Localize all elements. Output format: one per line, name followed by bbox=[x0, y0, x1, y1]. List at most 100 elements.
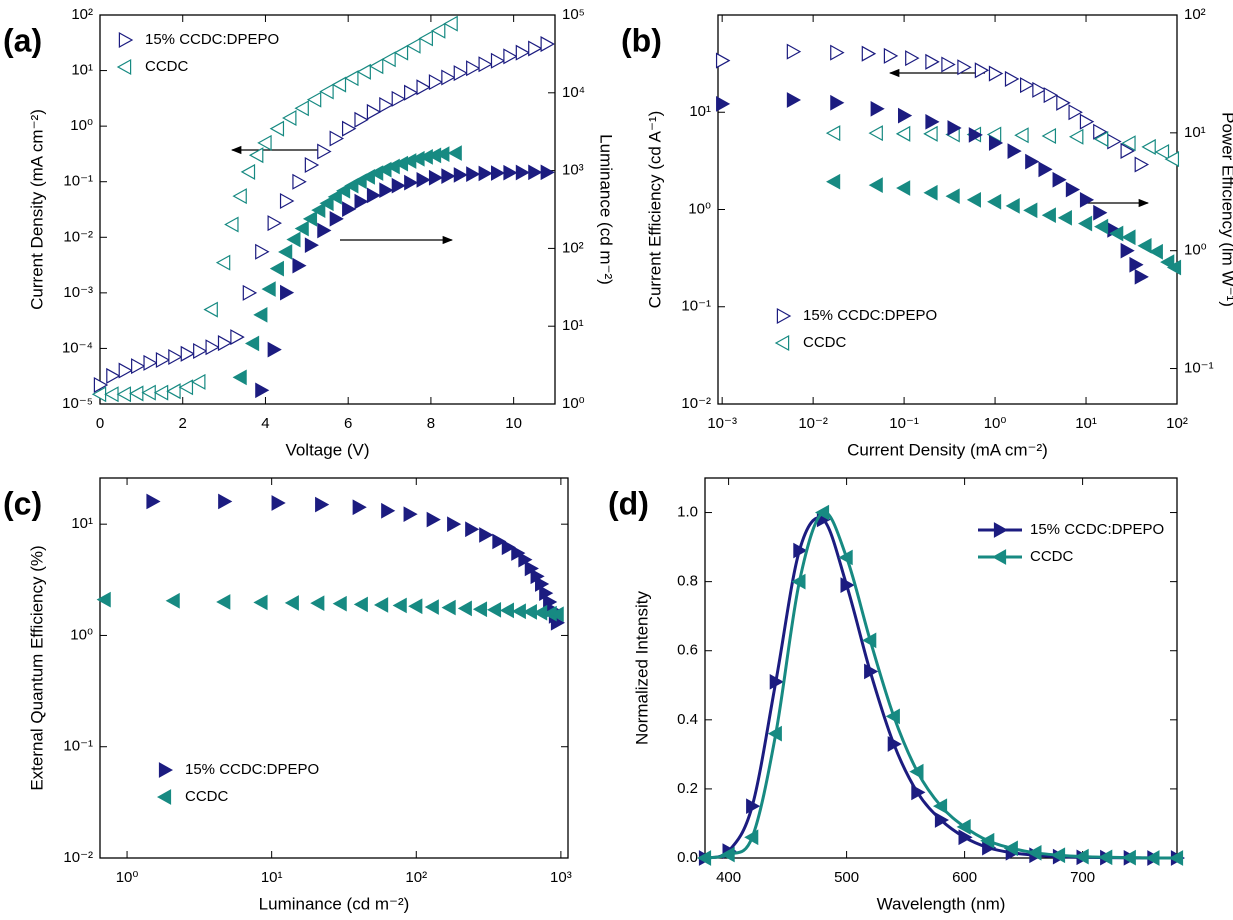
x-tick-label: 10¹ bbox=[261, 869, 283, 886]
marker bbox=[104, 386, 119, 403]
panel: (b) 10⁻³ 10⁻² 10⁻¹ 10⁰ 10¹ 10² 10⁻² 10⁻¹ 10⁰ 10¹ 10… bbox=[621, 6, 1233, 460]
x-tick-label: 0 bbox=[96, 415, 104, 432]
y-tick-label: 10⁻¹ bbox=[63, 173, 93, 190]
marker bbox=[418, 30, 433, 47]
legend-label: 15% CCDC:DPEPO bbox=[185, 761, 319, 778]
marker bbox=[941, 56, 956, 73]
plot-frame bbox=[99, 477, 569, 859]
marker bbox=[540, 164, 555, 181]
marker bbox=[447, 516, 462, 533]
y-tick-label: 0.8 bbox=[677, 573, 698, 590]
y2-tick-label: 10¹ bbox=[1184, 124, 1206, 141]
marker bbox=[342, 201, 357, 217]
marker bbox=[1056, 94, 1071, 111]
marker bbox=[404, 84, 419, 101]
marker bbox=[232, 188, 247, 205]
y-tick-label: 10⁻⁴ bbox=[62, 339, 93, 356]
marker bbox=[791, 573, 806, 590]
y-tick-label: 10¹ bbox=[71, 515, 93, 532]
panel: (c) 10⁰ 10¹ 10² 10³ 10⁻² 10⁻¹ 10⁰ 10¹ Luminance (… bbox=[3, 477, 572, 913]
marker bbox=[945, 188, 960, 205]
marker bbox=[366, 187, 382, 204]
marker bbox=[466, 60, 481, 77]
y2-tick-label: 10³ bbox=[562, 162, 584, 179]
marker bbox=[284, 595, 299, 611]
plot-frame bbox=[99, 14, 556, 405]
marker bbox=[1020, 77, 1035, 94]
marker bbox=[294, 220, 309, 237]
marker bbox=[426, 511, 441, 528]
marker bbox=[958, 829, 973, 846]
x-tick-label: 10 bbox=[505, 415, 522, 432]
marker bbox=[515, 44, 531, 61]
marker bbox=[453, 65, 469, 82]
marker bbox=[786, 92, 801, 108]
marker bbox=[868, 125, 883, 142]
marker bbox=[1043, 87, 1059, 104]
y-tick-label: 10² bbox=[71, 6, 93, 23]
marker bbox=[166, 383, 181, 400]
marker bbox=[1145, 850, 1160, 866]
marker bbox=[1038, 161, 1053, 178]
marker bbox=[1109, 225, 1124, 242]
marker bbox=[224, 216, 239, 233]
marker bbox=[769, 673, 784, 690]
marker bbox=[1098, 849, 1113, 866]
legend-marker bbox=[991, 549, 1007, 565]
x-tick-label: 10⁻³ bbox=[707, 415, 737, 432]
marker bbox=[895, 125, 911, 142]
marker bbox=[980, 832, 995, 849]
marker bbox=[1134, 268, 1149, 285]
marker bbox=[826, 173, 841, 190]
marker bbox=[1134, 156, 1150, 173]
marker bbox=[746, 798, 761, 815]
y-tick-label: 0.4 bbox=[677, 711, 698, 728]
marker bbox=[453, 167, 468, 183]
marker bbox=[354, 111, 369, 128]
marker bbox=[1041, 127, 1057, 145]
marker bbox=[786, 43, 802, 60]
marker bbox=[1052, 171, 1067, 188]
marker bbox=[1041, 207, 1056, 224]
marker bbox=[932, 798, 948, 815]
marker bbox=[923, 184, 938, 201]
marker bbox=[905, 50, 920, 67]
marker bbox=[1141, 138, 1156, 155]
y-axis-label: External Quantum Efficiency (%) bbox=[27, 545, 46, 790]
marker bbox=[352, 499, 367, 516]
marker bbox=[696, 850, 712, 866]
marker bbox=[271, 495, 286, 511]
marker bbox=[393, 44, 409, 61]
marker bbox=[511, 603, 526, 620]
marker bbox=[814, 504, 830, 521]
marker bbox=[1154, 143, 1170, 161]
marker bbox=[240, 163, 256, 180]
marker bbox=[374, 597, 389, 613]
x-tick-label: 10² bbox=[1166, 415, 1188, 432]
marker bbox=[511, 545, 526, 561]
marker bbox=[404, 174, 419, 191]
x-tick-label: 10⁰ bbox=[116, 869, 139, 886]
x-tick-label: 8 bbox=[427, 415, 435, 432]
marker bbox=[242, 284, 258, 301]
marker bbox=[1093, 204, 1108, 221]
marker bbox=[1129, 256, 1144, 273]
marker bbox=[278, 244, 293, 260]
marker bbox=[793, 542, 808, 559]
marker bbox=[443, 15, 458, 32]
x-tick-label: 700 bbox=[1070, 869, 1095, 886]
marker bbox=[957, 59, 972, 76]
marker bbox=[165, 592, 180, 609]
marker bbox=[883, 47, 899, 64]
y2-tick-label: 10² bbox=[562, 239, 584, 256]
marker bbox=[503, 164, 518, 181]
marker bbox=[368, 58, 384, 75]
x-tick-label: 10² bbox=[405, 869, 427, 886]
marker bbox=[503, 48, 518, 65]
marker bbox=[341, 120, 357, 137]
marker bbox=[923, 125, 938, 142]
marker bbox=[1023, 202, 1038, 219]
marker bbox=[302, 210, 318, 227]
x-tick-label: 10⁰ bbox=[984, 415, 1007, 432]
